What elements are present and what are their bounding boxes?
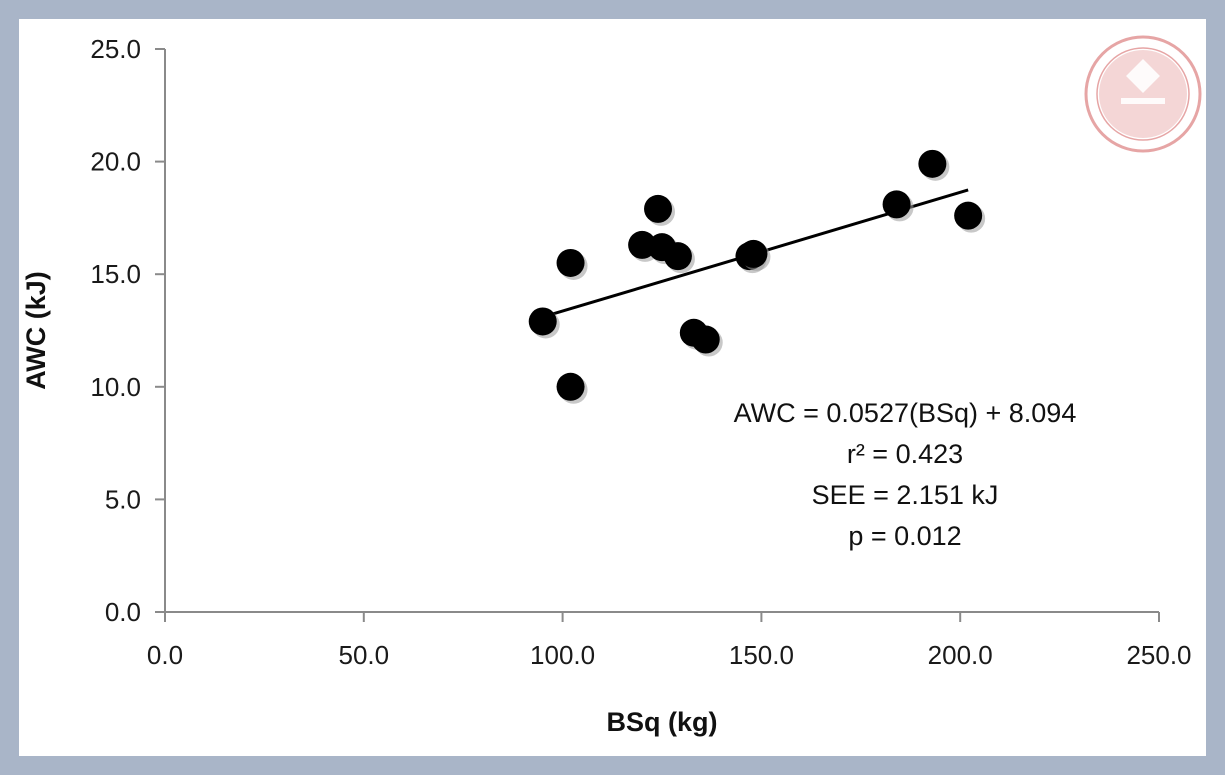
data-point xyxy=(644,194,673,223)
regression-annotations: AWC = 0.0527(BSq) + 8.094 r² = 0.423 SEE… xyxy=(734,398,1077,551)
seal-outer-ring xyxy=(1084,35,1202,153)
y-tick-label: 25.0 xyxy=(90,34,141,64)
x-axis-title: BSq (kg) xyxy=(607,707,718,737)
annotation-r-squared: r² = 0.423 xyxy=(847,439,963,469)
data-points xyxy=(528,149,986,404)
y-tick-label: 0.0 xyxy=(105,597,141,627)
seal-inner-ring xyxy=(1096,47,1190,141)
annotation-p-value: p = 0.012 xyxy=(848,521,961,551)
x-tick-label: 150.0 xyxy=(729,640,794,670)
y-tick-label: 5.0 xyxy=(105,484,141,514)
data-point xyxy=(528,307,557,336)
x-tick-label: 100.0 xyxy=(530,640,595,670)
x-tick-label: 0.0 xyxy=(147,640,183,670)
y-tick-label: 10.0 xyxy=(90,372,141,402)
data-point xyxy=(556,372,585,401)
chart-panel: 0.0 50.0 100.0 150.0 200.0 250.0 0.0 5.0 10.0 15… xyxy=(19,19,1206,756)
seal-fill xyxy=(1099,50,1187,138)
data-point xyxy=(954,201,983,230)
y-axis-title: AWC (kJ) xyxy=(21,271,51,390)
data-point xyxy=(556,248,585,277)
axes xyxy=(164,49,1159,613)
seal-text-band xyxy=(1121,98,1165,104)
data-point xyxy=(918,149,947,178)
university-seal-watermark xyxy=(1084,35,1202,153)
y-tick-label: 15.0 xyxy=(90,259,141,289)
data-point xyxy=(691,325,720,354)
data-point xyxy=(882,190,911,219)
annotation-equation: AWC = 0.0527(BSq) + 8.094 xyxy=(734,398,1077,428)
seal-emblem xyxy=(1126,59,1160,93)
y-axis-ticks: 0.0 5.0 10.0 15.0 20.0 25.0 xyxy=(90,34,165,627)
data-point xyxy=(739,239,768,268)
y-tick-label: 20.0 xyxy=(90,147,141,177)
x-tick-label: 250.0 xyxy=(1126,640,1191,670)
data-point xyxy=(663,242,692,271)
x-tick-label: 50.0 xyxy=(338,640,389,670)
x-axis-ticks: 0.0 50.0 100.0 150.0 200.0 250.0 xyxy=(147,612,1192,670)
annotation-see: SEE = 2.151 kJ xyxy=(812,480,999,510)
scatter-chart: 0.0 50.0 100.0 150.0 200.0 250.0 0.0 5.0 10.0 15… xyxy=(21,34,1202,737)
x-tick-label: 200.0 xyxy=(928,640,993,670)
